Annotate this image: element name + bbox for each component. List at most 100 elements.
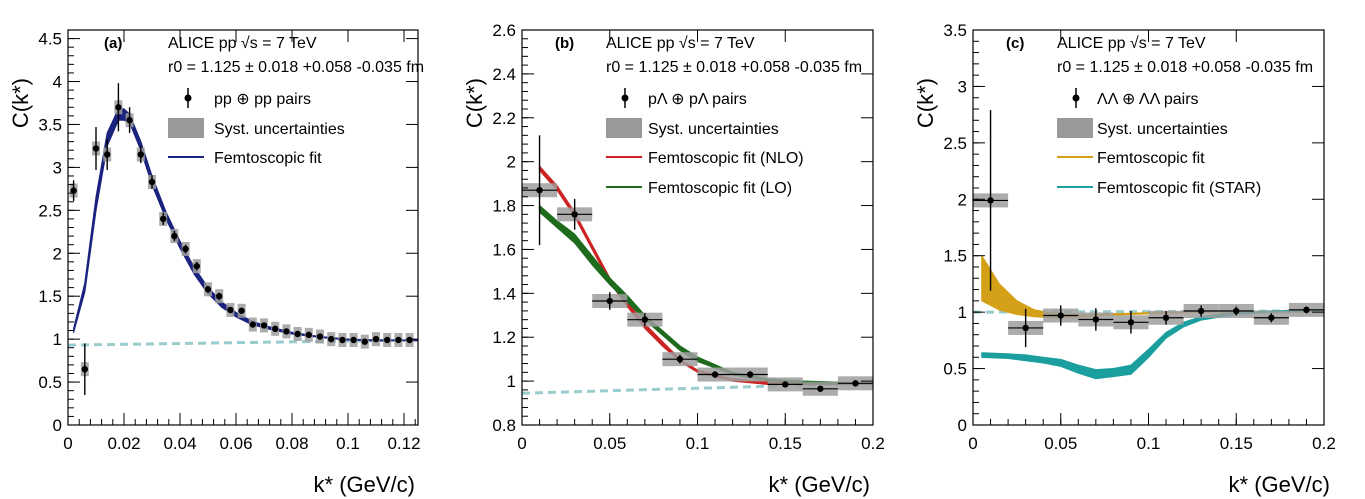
panel-b-fit-band-0 xyxy=(538,165,873,385)
panel-c-plot: 0 0.05 0.1 0.15 0.2 0 0.5 1 1.5 2 2.5 3 3.5 xyxy=(943,21,1335,453)
panel-c-y-tick-label-4: 2 xyxy=(958,190,967,209)
panel-a-marker-3 xyxy=(104,151,111,158)
panel-a-marker-18 xyxy=(272,325,279,333)
panel-b-y-tick-label-2: 1.2 xyxy=(492,328,516,347)
panel-b-marker-4 xyxy=(676,355,684,363)
panel-b-x-axis-title: k* (GeV/c) xyxy=(769,472,870,497)
panel-a-data-point-0 xyxy=(69,180,78,201)
panel-a-legend: pp ⊕ pp pairs Syst. uncertainties Femtos… xyxy=(168,88,345,167)
panel-b-y-tick-label-8: 2.4 xyxy=(492,65,516,84)
panel-b-x-tick-label-0: 0 xyxy=(517,434,526,453)
panel-c-data-point-8 xyxy=(1253,310,1289,325)
legend-marker-icon xyxy=(184,94,192,102)
panel-c-data-point-3 xyxy=(1078,308,1114,331)
panel-b-legend: pΛ ⊕ pΛ pairs Syst. uncertainties Femtos… xyxy=(606,88,804,197)
panel-c-marker-3 xyxy=(1092,316,1100,323)
panel-a-marker-1 xyxy=(81,365,89,373)
panel-a-y-tick-label-2: 1 xyxy=(53,330,62,349)
panel-a-y-tick-label-9: 4.5 xyxy=(38,30,62,49)
panel-a-data-point-29 xyxy=(394,332,403,347)
panel-a-x-tick-label-3: 0.06 xyxy=(219,434,252,453)
panel-b-marker-2 xyxy=(606,297,613,305)
panel-a-marker-2 xyxy=(92,145,100,152)
panel-c-marker-2 xyxy=(1057,312,1064,319)
panel-a-y-tick-label-1: 0.5 xyxy=(38,373,62,392)
panel-a-data-point-11 xyxy=(192,259,201,274)
panel-b-data-point-0 xyxy=(522,135,558,246)
panel-a-data-point-2 xyxy=(92,127,100,170)
panel-a-x-tick-label-5: 0.1 xyxy=(336,434,360,453)
panel-c-y-tick-label-0: 0 xyxy=(958,416,967,435)
panel-a-y-tick-label-3: 1.5 xyxy=(38,287,62,306)
panel-a-marker-19 xyxy=(283,328,290,335)
panel-c-data-point-2 xyxy=(1043,305,1079,326)
panel-b-data-point-3 xyxy=(627,312,663,327)
panel-a-y-tick-label-6: 3 xyxy=(53,158,62,177)
panel-c-data-point-5 xyxy=(1148,310,1184,325)
panel-a-data-point-24 xyxy=(338,332,347,347)
panel-b-data-point-5 xyxy=(697,367,733,382)
legend-syst-box-icon xyxy=(168,118,204,138)
panel-c-y-tick-label-1: 0.5 xyxy=(943,360,967,379)
panel-a-marker-23 xyxy=(328,335,335,343)
panel-a-marker-28 xyxy=(384,336,391,344)
panel-a-data-point-27 xyxy=(372,332,380,347)
panel-c-marker-8 xyxy=(1268,314,1275,321)
panel-a-marker-10 xyxy=(182,245,189,253)
panel-a-marker-25 xyxy=(350,336,357,344)
panel-a-data-point-12 xyxy=(204,282,212,297)
legend-syst-box-icon xyxy=(606,118,642,138)
panel-b-data-point-6 xyxy=(732,367,768,382)
panel-a-marker-24 xyxy=(339,336,346,344)
panel-c-legend-label-2: Femtoscopic fit xyxy=(1097,150,1205,167)
panel-c-fit-band-0 xyxy=(981,255,1324,319)
panel-a-data-point-6 xyxy=(136,145,145,164)
panel-c-label: (c) xyxy=(1006,35,1024,52)
panel-a-data-point-17 xyxy=(260,318,268,333)
panel-c-marker-5 xyxy=(1162,314,1170,321)
panel-b-y-tick-label-9: 2.6 xyxy=(492,21,516,40)
panel-b-y-tick-label-6: 2 xyxy=(507,153,516,172)
panel-b-plot: 0 0.05 0.1 0.15 0.2 0.8 1 1.2 1.4 1.6 1.8 2 2.2 2.4 2.… xyxy=(492,21,884,453)
panel-c-legend: ΛΛ ⊕ ΛΛ pairs Syst. uncertainties Femtos… xyxy=(1057,88,1261,197)
panel-a-marker-17 xyxy=(260,322,268,329)
panel-a-header-line2: r0 = 1.125 ± 0.018 +0.058 -0.035 fm xyxy=(168,59,424,76)
legend-syst-box-icon xyxy=(1057,118,1093,138)
panel-b-x-tick-label-4: 0.2 xyxy=(861,434,885,453)
panel-b-marker-0 xyxy=(536,186,543,194)
panel-a-y-tick-label-8: 4 xyxy=(53,73,62,92)
panel-a-data-point-5 xyxy=(125,107,134,134)
panel-c: C(k*) k* (GeV/c) (c) ALICE pp √s = 7 TeV… xyxy=(913,35,1330,497)
panel-a-y-tick-label-4: 2 xyxy=(53,244,62,263)
panel-c-x-tick-label-4: 0.2 xyxy=(1312,434,1336,453)
panel-a-data-point-25 xyxy=(349,332,358,347)
panel-a-legend-label-2: Femtoscopic fit xyxy=(214,150,322,167)
panel-b-marker-5 xyxy=(711,371,719,378)
panel-a-data-point-26 xyxy=(360,334,369,349)
panel-b-data-point-9 xyxy=(837,376,873,391)
panel-c-data-point-6 xyxy=(1183,304,1219,319)
panel-a-plot-area xyxy=(68,83,418,395)
panel-c-data-point-9 xyxy=(1288,302,1324,317)
panel-a-label: (a) xyxy=(104,35,122,52)
panel-a-marker-29 xyxy=(395,336,402,344)
panel-a-marker-9 xyxy=(171,232,178,240)
panel-b-marker-3 xyxy=(641,316,649,323)
panel-c-marker-9 xyxy=(1303,306,1310,314)
panel-a-x-tick-label-4: 0.08 xyxy=(275,434,308,453)
panel-b-legend-label-0: pΛ ⊕ pΛ pairs xyxy=(648,91,747,108)
panel-b-plot-area xyxy=(522,135,873,396)
panel-c-legend-label-0: ΛΛ ⊕ ΛΛ pairs xyxy=(1097,91,1199,108)
panel-b-y-axis-title: C(k*) xyxy=(462,78,487,128)
panel-b-y-tick-label-4: 1.6 xyxy=(492,240,516,259)
panel-a: C(k*) k* (GeV/c) (a) ALICE pp √s = 7 TeV… xyxy=(8,35,424,497)
panel-c-marker-1 xyxy=(1022,324,1029,332)
panel-a-marker-0 xyxy=(70,187,77,194)
panel-b-marker-6 xyxy=(746,371,754,378)
panel-c-marker-4 xyxy=(1127,319,1135,326)
panel-c-plot-area xyxy=(973,110,1324,380)
panel-b-data-point-4 xyxy=(662,352,698,367)
panel-a-data-point-8 xyxy=(159,211,168,226)
panel-a-x-tick-label-1: 0.02 xyxy=(107,434,140,453)
